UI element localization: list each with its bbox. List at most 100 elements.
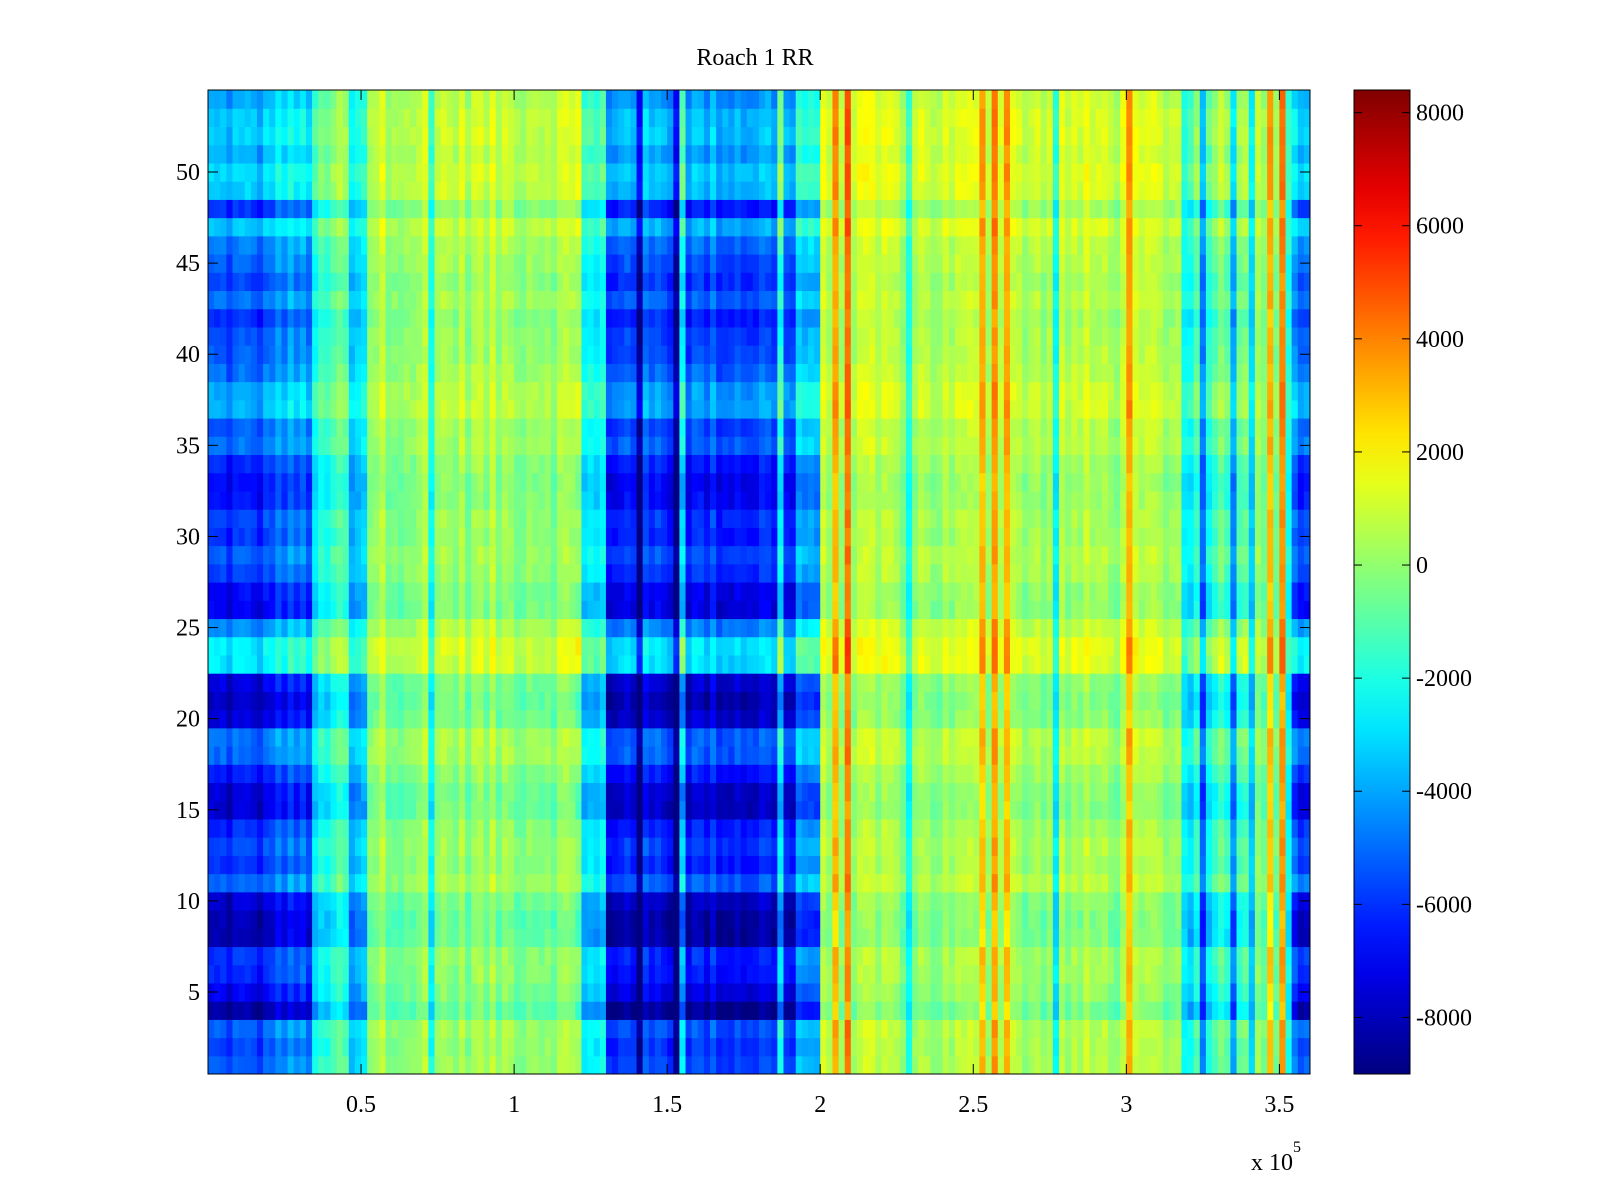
heatmap-cell [348, 399, 356, 419]
heatmap-cell [397, 727, 405, 747]
heatmap-cell [348, 418, 356, 437]
heatmap-cell [440, 144, 448, 164]
heatmap-cell [489, 855, 497, 875]
heatmap-cell [752, 363, 760, 383]
heatmap-cell [771, 1001, 778, 1020]
heatmap-cell [734, 144, 742, 164]
heatmap-cell [226, 764, 234, 784]
heatmap-cell [667, 162, 674, 182]
heatmap-cell [495, 509, 503, 528]
heatmap-cell [685, 1055, 693, 1074]
heatmap-cell [765, 800, 772, 820]
heatmap-cell [318, 326, 325, 346]
heatmap-cell [624, 964, 632, 984]
heatmap-cell [208, 727, 215, 747]
heatmap-cell [710, 527, 717, 547]
heatmap-cell [348, 837, 356, 856]
heatmap-cell [495, 600, 503, 620]
heatmap-cell [263, 982, 270, 1002]
heatmap-cell [520, 582, 527, 601]
heatmap-cell [691, 162, 699, 182]
heatmap-cell [550, 1001, 558, 1020]
heatmap-cell [489, 837, 497, 856]
heatmap-cell [208, 545, 215, 565]
heatmap-cell [483, 855, 491, 875]
heatmap-cell [379, 345, 387, 364]
heatmap-cell [734, 490, 742, 510]
heatmap-cell [446, 746, 454, 765]
heatmap-cell [538, 527, 546, 547]
heatmap-cell [514, 636, 521, 656]
heatmap-cell [269, 636, 276, 656]
heatmap-cell [324, 982, 332, 1002]
heatmap-cell [495, 308, 503, 328]
heatmap-cell [691, 418, 699, 437]
heatmap-cell [208, 418, 215, 437]
heatmap-cell [459, 108, 466, 128]
heatmap-cell [618, 563, 625, 583]
heatmap-cell [654, 563, 662, 583]
heatmap-cell [208, 381, 215, 401]
heatmap-cell [305, 600, 313, 620]
heatmap-cell [740, 345, 748, 364]
heatmap-cell [330, 818, 338, 838]
heatmap-cell [630, 144, 638, 164]
heatmap-cell [728, 472, 736, 492]
heatmap-cell [312, 490, 319, 510]
heatmap-cell [330, 1001, 338, 1020]
heatmap-cell [648, 563, 656, 583]
heatmap-cell [599, 454, 607, 474]
heatmap-cell [587, 326, 595, 346]
heatmap-cell [544, 764, 552, 784]
heatmap-cell [618, 545, 625, 565]
heatmap-cell [618, 181, 625, 200]
heatmap-cell [416, 654, 423, 674]
heatmap-cell [587, 982, 595, 1002]
heatmap-cell [618, 490, 625, 510]
heatmap-cell [238, 910, 246, 929]
heatmap-cell [330, 363, 338, 383]
heatmap-cell [379, 418, 387, 437]
heatmap-cell [373, 490, 381, 510]
heatmap-cell [618, 199, 625, 219]
heatmap-cell [532, 673, 540, 692]
heatmap-cell [397, 472, 405, 492]
heatmap-cell [354, 910, 362, 929]
heatmap-cell [550, 873, 558, 893]
heatmap-cell [563, 582, 570, 601]
heatmap-cell [434, 162, 442, 182]
heatmap-cell [728, 563, 736, 583]
heatmap-cell [373, 545, 381, 565]
heatmap-cell [507, 1019, 515, 1039]
heatmap-cell [544, 381, 552, 401]
heatmap-cell [489, 636, 497, 656]
heatmap-cell [232, 399, 240, 419]
heatmap-cell [740, 946, 748, 966]
heatmap-cell [673, 1037, 681, 1057]
heatmap-cell [367, 381, 374, 401]
heatmap-cell [654, 272, 662, 292]
heatmap-cell [440, 545, 448, 565]
heatmap-cell [263, 582, 270, 601]
heatmap-cell [465, 399, 472, 419]
heatmap-cell [697, 90, 705, 109]
heatmap-cell [544, 235, 552, 255]
heatmap-cell [759, 618, 766, 638]
heatmap-cell [232, 563, 240, 583]
heatmap-cell [593, 272, 601, 292]
heatmap-cell [385, 509, 393, 528]
heatmap-cell [752, 764, 760, 784]
heatmap-cell [605, 472, 613, 492]
heatmap-cell [710, 582, 717, 601]
heatmap-cell [287, 326, 295, 346]
heatmap-cell [544, 1019, 552, 1039]
heatmap-cell [379, 855, 387, 875]
heatmap-cell [305, 90, 313, 109]
heatmap-cell [354, 108, 362, 128]
heatmap-cell [446, 563, 454, 583]
heatmap-cell [244, 855, 252, 875]
heatmap-cell [593, 782, 601, 802]
heatmap-cell [391, 964, 399, 984]
heatmap-cell [691, 618, 699, 638]
heatmap-cell [281, 454, 289, 474]
